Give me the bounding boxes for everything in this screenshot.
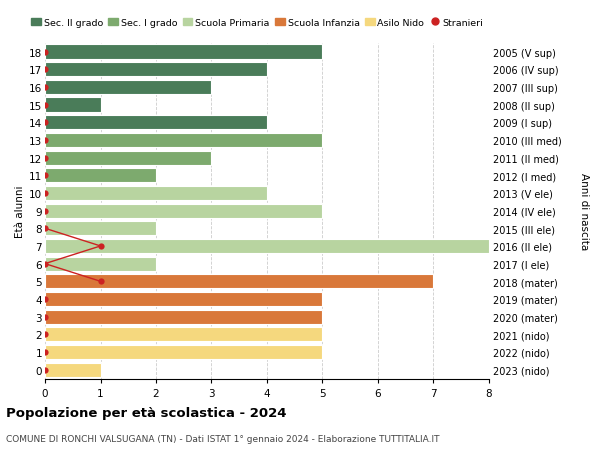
Bar — [45, 98, 101, 112]
Bar — [45, 116, 267, 130]
Bar — [45, 239, 489, 253]
Bar — [45, 257, 156, 271]
Text: Popolazione per età scolastica - 2024: Popolazione per età scolastica - 2024 — [6, 406, 287, 419]
Bar — [45, 345, 323, 359]
Bar — [45, 204, 323, 218]
Bar — [45, 63, 267, 77]
Bar — [45, 292, 323, 306]
Bar — [45, 134, 323, 148]
Bar — [45, 222, 156, 236]
Bar — [45, 310, 323, 324]
Y-axis label: Anni di nascita: Anni di nascita — [578, 173, 589, 250]
Bar — [45, 45, 323, 60]
Legend: Sec. II grado, Sec. I grado, Scuola Primaria, Scuola Infanzia, Asilo Nido, Stran: Sec. II grado, Sec. I grado, Scuola Prim… — [28, 15, 487, 31]
Bar — [45, 169, 156, 183]
Bar — [45, 328, 323, 341]
Bar — [45, 274, 433, 289]
Y-axis label: Età alunni: Età alunni — [15, 185, 25, 237]
Bar — [45, 186, 267, 201]
Bar — [45, 81, 211, 95]
Bar — [45, 151, 211, 165]
Bar — [45, 363, 101, 377]
Text: COMUNE DI RONCHI VALSUGANA (TN) - Dati ISTAT 1° gennaio 2024 - Elaborazione TUTT: COMUNE DI RONCHI VALSUGANA (TN) - Dati I… — [6, 434, 439, 443]
